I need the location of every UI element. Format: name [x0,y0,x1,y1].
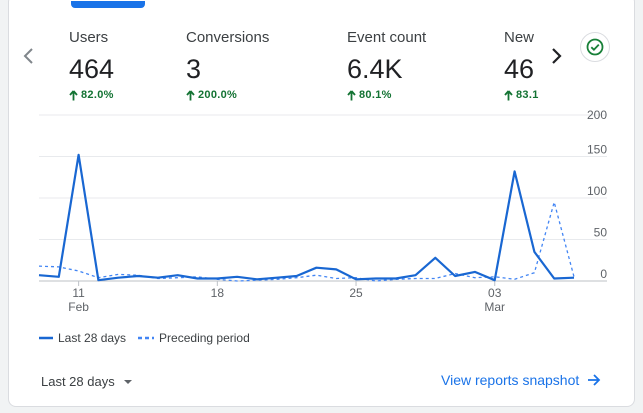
metric-change-value: 200.0% [198,89,238,101]
dashed-line-icon [138,336,155,340]
series-line-last-28-days [38,153,575,282]
arrow-up-icon [347,89,356,100]
y-tick-label: 0 [600,267,607,281]
arrow-up-icon [504,89,513,100]
metric-label: Users [69,29,109,46]
y-tick-label: 200 [587,108,607,122]
series-line-preceding-period [38,201,575,282]
y-tick-label: 150 [587,143,607,157]
metric-tab-users[interactable]: Users 464 82.0% [69,29,114,101]
y-tick-label: 50 [594,226,608,240]
metric-value: 46 [504,54,535,84]
metric-label: Conversions [186,29,270,46]
chart-y-axis: 200 150 100 50 0 [587,108,607,281]
insights-check-button[interactable] [580,32,610,62]
metric-value: 3 [186,54,202,84]
metric-label: Event count [347,29,427,46]
metric-change-value: 82.0% [81,89,114,101]
next-metrics-button[interactable] [545,41,567,71]
chart-gridlines [39,114,607,282]
y-tick-label: 100 [587,184,607,198]
metric-change: 83.1% [504,89,539,101]
legend-item-previous[interactable]: Preceding period [138,331,250,345]
chart-series [38,153,575,282]
chevron-left-icon [23,48,33,64]
solid-line-icon [39,336,53,340]
x-tick-label: 18 [211,286,225,300]
view-reports-snapshot-label: View reports snapshot [441,372,580,388]
metric-tab-event-count[interactable]: Event count 6.4K 80.1% [347,29,426,101]
metric-label: New users [504,29,539,46]
overview-card: Users 464 82.0% Conversions 3 200.0% Eve… [8,0,635,407]
x-tick-month-label: Mar [484,300,505,314]
x-tick-label: 03 [488,286,502,300]
active-tab-indicator [71,1,145,8]
legend-item-current[interactable]: Last 28 days [39,331,126,345]
metric-change: 82.0% [69,89,114,101]
legend-label: Last 28 days [58,331,127,345]
metric-value: 6.4K [347,54,403,84]
date-range-label: Last 28 days [41,374,115,389]
check-circle-icon [586,38,604,56]
metric-tabs: Users 464 82.0% Conversions 3 200.0% Eve… [9,0,539,105]
metric-change: 80.1% [347,89,426,101]
date-range-dropdown[interactable]: Last 28 days [41,374,133,389]
metric-change-value: 80.1% [359,89,392,101]
metric-change: 200.0% [186,89,269,101]
arrow-right-icon [588,374,601,386]
x-tick-label: 25 [349,286,363,300]
metric-change-value: 83.1% [516,89,539,101]
x-tick-label: 11 [72,286,85,300]
metric-tab-new-users[interactable]: New users 46 83.1% [504,29,539,101]
legend-label: Preceding period [159,331,250,345]
chevron-right-icon [552,48,562,64]
previous-metrics-button[interactable] [19,41,39,71]
arrow-up-icon [186,89,195,100]
caret-down-icon [123,379,132,384]
metric-tab-conversions[interactable]: Conversions 3 200.0% [186,29,269,101]
arrow-up-icon [69,89,78,100]
chart-legend: Last 28 days Preceding period [39,331,262,345]
x-tick-month-label: Feb [68,300,89,314]
view-reports-snapshot-link[interactable]: View reports snapshot [441,372,601,388]
metric-value: 464 [69,54,115,84]
